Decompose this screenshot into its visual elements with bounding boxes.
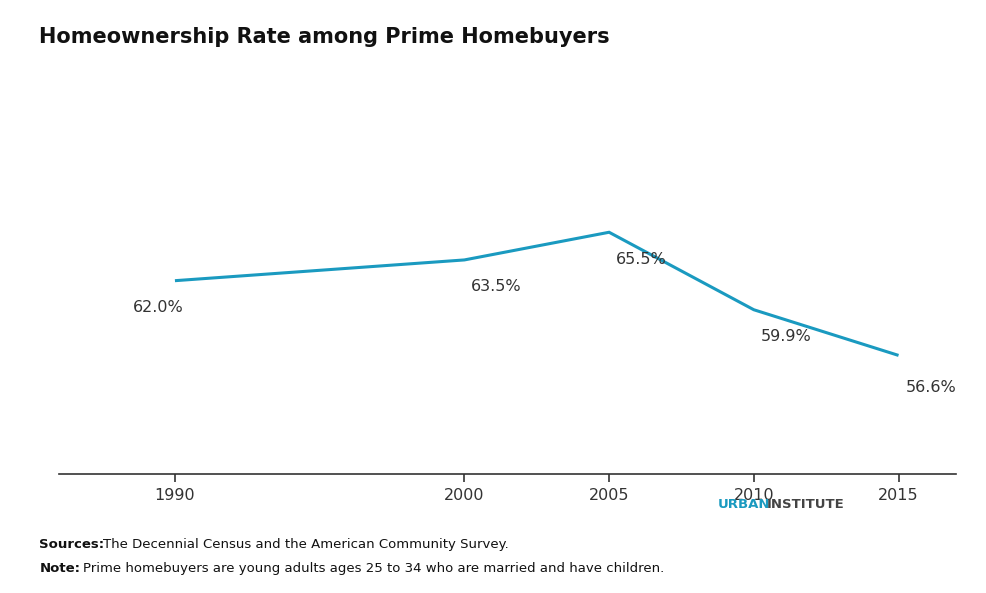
Text: Note:: Note:: [39, 562, 81, 575]
Text: 59.9%: 59.9%: [761, 329, 811, 344]
Text: Sources:: Sources:: [39, 538, 105, 551]
Text: URBAN: URBAN: [718, 498, 770, 511]
Text: INSTITUTE: INSTITUTE: [767, 498, 845, 511]
Text: Prime homebuyers are young adults ages 25 to 34 who are married and have childre: Prime homebuyers are young adults ages 2…: [83, 562, 665, 575]
Text: 63.5%: 63.5%: [471, 279, 522, 294]
Text: 62.0%: 62.0%: [133, 300, 184, 315]
Text: 56.6%: 56.6%: [905, 380, 956, 396]
Text: Homeownership Rate among Prime Homebuyers: Homeownership Rate among Prime Homebuyer…: [39, 27, 610, 47]
Text: The Decennial Census and the American Community Survey.: The Decennial Census and the American Co…: [103, 538, 509, 551]
Text: 65.5%: 65.5%: [616, 251, 667, 267]
